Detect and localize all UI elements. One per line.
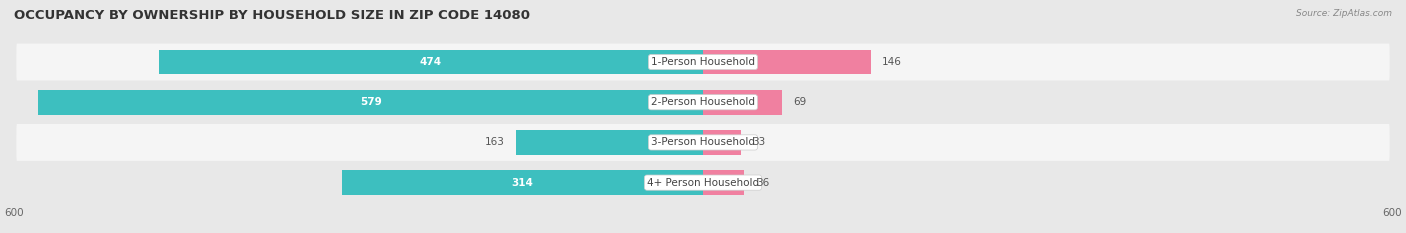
Text: 579: 579: [360, 97, 381, 107]
FancyBboxPatch shape: [17, 44, 1389, 81]
Text: OCCUPANCY BY OWNERSHIP BY HOUSEHOLD SIZE IN ZIP CODE 14080: OCCUPANCY BY OWNERSHIP BY HOUSEHOLD SIZE…: [14, 9, 530, 22]
Text: 36: 36: [756, 178, 769, 188]
FancyBboxPatch shape: [17, 84, 1389, 121]
Bar: [703, 170, 744, 195]
Text: 4+ Person Household: 4+ Person Household: [647, 178, 759, 188]
FancyBboxPatch shape: [17, 164, 1389, 201]
Text: 146: 146: [882, 57, 903, 67]
Text: 2-Person Household: 2-Person Household: [651, 97, 755, 107]
FancyBboxPatch shape: [17, 124, 1389, 161]
Bar: [159, 50, 703, 75]
Text: 1-Person Household: 1-Person Household: [651, 57, 755, 67]
Bar: [703, 130, 741, 155]
Bar: [703, 90, 782, 115]
Text: 33: 33: [752, 137, 766, 147]
Text: 474: 474: [420, 57, 441, 67]
Text: 69: 69: [794, 97, 807, 107]
Text: 163: 163: [485, 137, 505, 147]
Bar: [516, 130, 703, 155]
Text: 314: 314: [512, 178, 534, 188]
Bar: [703, 50, 870, 75]
Bar: [38, 90, 703, 115]
Text: 3-Person Household: 3-Person Household: [651, 137, 755, 147]
Text: Source: ZipAtlas.com: Source: ZipAtlas.com: [1296, 9, 1392, 18]
Bar: [343, 170, 703, 195]
